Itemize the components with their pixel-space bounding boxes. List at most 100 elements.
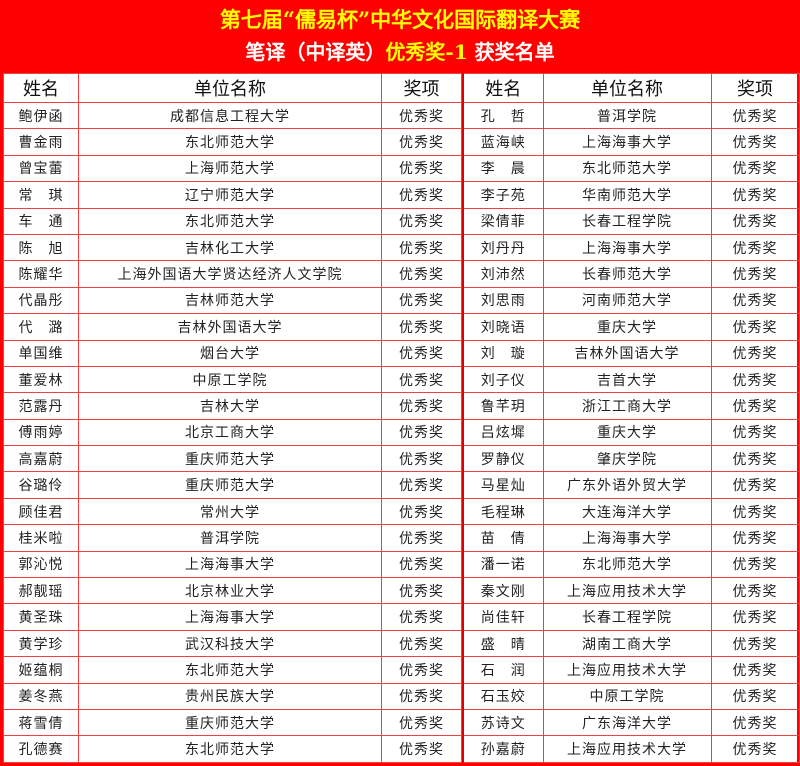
cell-award: 优秀奖 — [710, 365, 800, 394]
table-row: 李 晨东北师范大学 优秀奖 — [462, 154, 800, 183]
cell-award: 优秀奖 — [381, 577, 462, 605]
table-row: 车 通东北师范大学 优秀奖 — [3, 207, 462, 235]
cell-name: 车 通 — [3, 207, 79, 235]
cell-award: 优秀奖 — [710, 233, 800, 262]
table-row: 曾宝蕾 上海师范大学 优秀奖 — [3, 154, 462, 183]
cell-unit: 上海应用技术大学 — [542, 577, 712, 605]
cell-award: 优秀奖 — [710, 207, 800, 235]
cell-unit: 重庆大学 — [542, 418, 712, 447]
cell-name: 陈耀华 — [3, 260, 79, 288]
cell-name: 李 晨 — [462, 154, 544, 183]
table-row: 曹金雨 东北师范大学 优秀奖 — [3, 128, 462, 156]
table-row: 马星灿 广东外语外贸大学 优秀奖 — [462, 471, 800, 499]
table-row: 毛程琳 大连海洋大学 优秀奖 — [462, 497, 800, 526]
cell-name: 陈 旭 — [3, 233, 79, 262]
column-header-award: 奖项 — [381, 73, 462, 103]
cell-unit: 成都信息工程大学 — [78, 101, 382, 130]
table-row: 黄圣珠 上海海事大学 优秀奖 — [3, 603, 462, 631]
cell-award: 优秀奖 — [710, 154, 800, 183]
cell-name: 代 潞 — [3, 313, 79, 341]
table-row: 顾佳君 常州大学 优秀奖 — [3, 497, 462, 526]
cell-unit: 上海海事大学 — [542, 233, 712, 262]
cell-unit: 常州大学 — [78, 497, 382, 526]
cell-unit: 上海外国语大学贤达经济人文学院 — [78, 260, 382, 288]
cell-award: 优秀奖 — [710, 260, 800, 288]
cell-unit: 湖南工商大学 — [542, 629, 712, 658]
cell-name: 李子苑 — [462, 181, 544, 209]
cell-unit: 上海海事大学 — [542, 524, 712, 552]
table-row: 黄学珍 武汉科技大学 优秀奖 — [3, 629, 462, 658]
cell-name: 石 润 — [462, 656, 544, 684]
cell-award: 优秀奖 — [381, 445, 462, 473]
title-banner: 第七届“儒易杯”中华文化国际翻译大赛 笔译（中译英）优秀奖-1 获奖名单 — [0, 0, 800, 73]
column-header-unit: 单位名称 — [542, 73, 712, 103]
cell-unit: 浙江工商大学 — [542, 392, 712, 420]
cell-name: 孔德赛 — [3, 735, 79, 763]
cell-unit: 重庆师范大学 — [78, 708, 382, 737]
table-row: 苗 倩上海海事大学 优秀奖 — [462, 524, 800, 552]
cell-award: 优秀奖 — [710, 577, 800, 605]
table-row: 桂米啦 普洱学院 优秀奖 — [3, 524, 462, 552]
cell-unit: 长春师范大学 — [542, 260, 712, 288]
table-row: 鲁芊玥 浙江工商大学 优秀奖 — [462, 392, 800, 420]
cell-award: 优秀奖 — [710, 550, 800, 579]
cell-award: 优秀奖 — [710, 418, 800, 447]
cell-name: 马星灿 — [462, 471, 544, 499]
page-title: 第七届“儒易杯”中华文化国际翻译大赛 — [219, 7, 581, 32]
table-row: 盛 晴湖南工商大学 优秀奖 — [462, 629, 800, 658]
cell-name: 谷璐伶 — [3, 471, 79, 499]
cell-award: 优秀奖 — [710, 339, 800, 367]
cell-name: 董爱林 — [3, 365, 79, 394]
cell-award: 优秀奖 — [710, 656, 800, 684]
cell-unit: 吉林大学 — [78, 392, 382, 420]
cell-name: 苏诗文 — [462, 708, 544, 737]
cell-award: 优秀奖 — [710, 181, 800, 209]
cell-name: 顾佳君 — [3, 497, 79, 526]
cell-award: 优秀奖 — [381, 313, 462, 341]
subtitle-award-level: 优秀奖-1 — [385, 40, 468, 64]
cell-award: 优秀奖 — [381, 735, 462, 763]
column-header-name: 姓名 — [462, 73, 544, 103]
cell-unit: 吉林师范大学 — [78, 286, 382, 315]
cell-unit: 重庆师范大学 — [78, 445, 382, 473]
cell-unit: 吉林外国语大学 — [78, 313, 382, 341]
cell-award: 优秀奖 — [381, 181, 462, 209]
cell-award: 优秀奖 — [381, 207, 462, 235]
cell-award: 优秀奖 — [381, 497, 462, 526]
table-row: 罗静仪 肇庆学院 优秀奖 — [462, 445, 800, 473]
cell-unit: 上海师范大学 — [78, 154, 382, 183]
cell-unit: 吉林化工大学 — [78, 233, 382, 262]
cell-award: 优秀奖 — [381, 128, 462, 156]
subtitle-list-label: 获奖名单 — [467, 40, 555, 64]
table-row: 刘思雨 河南师范大学 优秀奖 — [462, 286, 800, 315]
cell-award: 优秀奖 — [381, 101, 462, 130]
cell-award: 优秀奖 — [710, 392, 800, 420]
cell-award: 优秀奖 — [710, 708, 800, 737]
cell-award: 优秀奖 — [710, 471, 800, 499]
cell-name: 高嘉蔚 — [3, 445, 79, 473]
cell-name: 姜冬燕 — [3, 682, 79, 710]
table-row: 孙嘉蔚 上海应用技术大学 优秀奖 — [462, 735, 800, 763]
cell-unit: 东北师范大学 — [78, 656, 382, 684]
cell-award: 优秀奖 — [710, 735, 800, 763]
cell-unit: 东北师范大学 — [78, 735, 382, 763]
cell-name: 孔 哲 — [462, 101, 544, 130]
cell-name: 梁倩菲 — [462, 207, 544, 235]
winners-table-right: 姓名 单位名称 奖项 孔 哲普洱学院 优秀奖 蓝海峡 上海海事大学 优秀奖李 晨东北师范… — [462, 73, 800, 763]
cell-name: 苗 倩 — [462, 524, 544, 552]
cell-unit: 东北师范大学 — [542, 154, 712, 183]
cell-name: 鲁芊玥 — [462, 392, 544, 420]
cell-name: 毛程琳 — [462, 497, 544, 526]
cell-name: 桂米啦 — [3, 524, 79, 552]
cell-name: 刘丹丹 — [462, 233, 544, 262]
cell-unit: 重庆大学 — [542, 313, 712, 341]
column-header-name: 姓名 — [3, 73, 79, 103]
cell-award: 优秀奖 — [381, 365, 462, 394]
cell-unit: 普洱学院 — [542, 101, 712, 130]
cell-award: 优秀奖 — [381, 603, 462, 631]
cell-unit: 上海应用技术大学 — [542, 656, 712, 684]
table-row: 梁倩菲 长春工程学院 优秀奖 — [462, 207, 800, 235]
cell-name: 秦文刚 — [462, 577, 544, 605]
table-row: 刘 璇吉林外国语大学 优秀奖 — [462, 339, 800, 367]
cell-unit: 河南师范大学 — [542, 286, 712, 315]
